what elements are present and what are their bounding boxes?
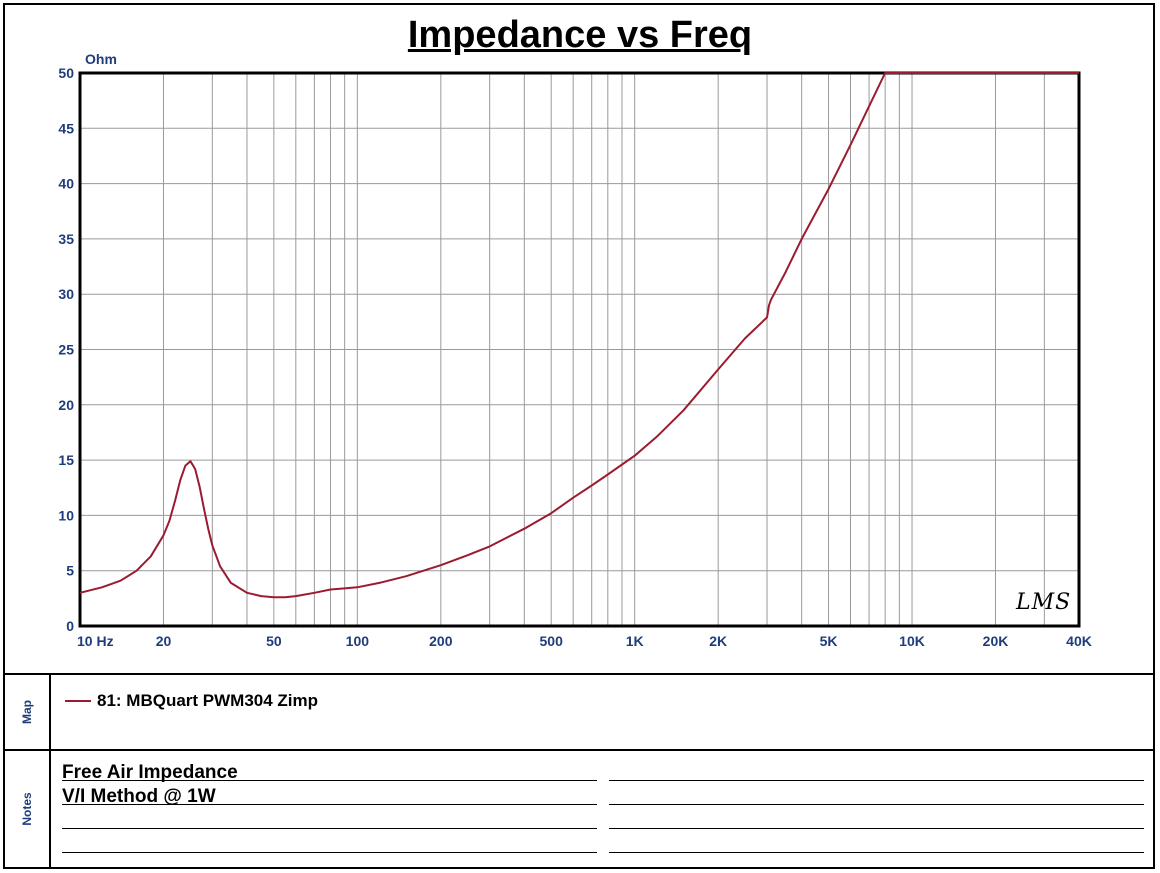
x-tick-label: 500 [540,633,564,649]
y-tick-label: 5 [66,563,74,579]
map-panel: Map 81: MBQuart PWM304 Zimp [3,673,1155,751]
note-rule [62,828,597,829]
legend-entry[interactable]: 81: MBQuart PWM304 Zimp [65,691,318,711]
notes-panel: Notes Free Air Impedance V/I Method @ 1W [3,749,1155,869]
y-tick-label: 50 [58,65,74,81]
lms-logo: LMS [1016,590,1072,615]
x-tick-label: 20 [156,633,172,649]
note-line-2[interactable]: V/I Method @ 1W [62,786,216,807]
note-rule [609,828,1144,829]
y-tick-label: 20 [58,397,74,413]
grid-layer [78,71,1081,628]
y-tick-label: 15 [58,452,74,468]
x-tick-label: 5K [820,633,838,649]
legend-swatch [65,700,91,702]
note-rule [62,852,597,853]
note-rule [609,804,1144,805]
x-tick-label: 40K [1066,633,1092,649]
notes-side-label-text: Notes [20,792,34,826]
y-tick-label: 30 [58,286,74,302]
y-tick-label: 40 [58,176,74,192]
note-rule [62,780,597,781]
tick-label-layer: 0 5 10 15 20 25 30 35 40 45 50 10 Hz 20 50 100 200 500 1K… [58,65,1091,649]
map-side-label: Map [5,675,51,749]
x-tick-label: 50 [266,633,282,649]
y-axis-label: Ohm [85,51,117,67]
x-tick-label: 200 [429,633,453,649]
series-line-impedance [79,72,1079,599]
impedance-chart: 0 5 10 15 20 25 30 35 40 45 50 10 Hz 20 50 100 200 500 1K… [58,51,1091,649]
note-rule [609,780,1144,781]
y-tick-label: 25 [58,342,74,358]
x-tick-label: 10K [899,633,925,649]
y-tick-label: 0 [66,618,74,634]
y-tick-label: 10 [58,507,74,523]
note-rule [62,804,597,805]
plot-border [78,71,1081,628]
x-tick-label: 10 Hz [77,633,114,649]
chart-title: Impedance vs Freq [407,14,753,56]
legend-label: 81: MBQuart PWM304 Zimp [97,691,319,710]
map-side-label-text: Map [20,700,34,724]
x-tick-label: 20K [983,633,1009,649]
y-tick-label: 45 [58,120,74,136]
x-tick-label: 2K [709,633,727,649]
x-tick-label: 1K [626,633,644,649]
notes-side-label: Notes [5,751,51,867]
y-tick-label: 35 [58,231,74,247]
note-rule [609,852,1144,853]
series-layer [79,72,1079,599]
note-line-1[interactable]: Free Air Impedance [62,762,238,783]
x-tick-label: 100 [346,633,370,649]
